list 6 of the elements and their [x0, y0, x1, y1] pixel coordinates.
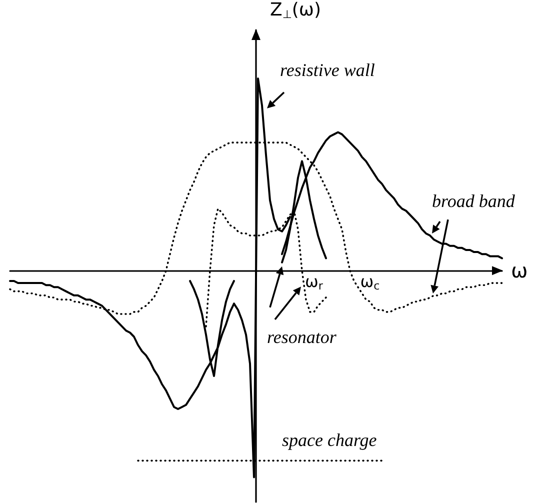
series-label: space charge — [282, 430, 377, 450]
y-axis-title: Z⊥(ω) — [270, 0, 322, 21]
series-label: resistive wall — [280, 60, 375, 80]
x-axis-title: ω — [511, 258, 528, 283]
legend-label: resonator — [267, 327, 336, 348]
series-label: broad band — [432, 190, 515, 211]
